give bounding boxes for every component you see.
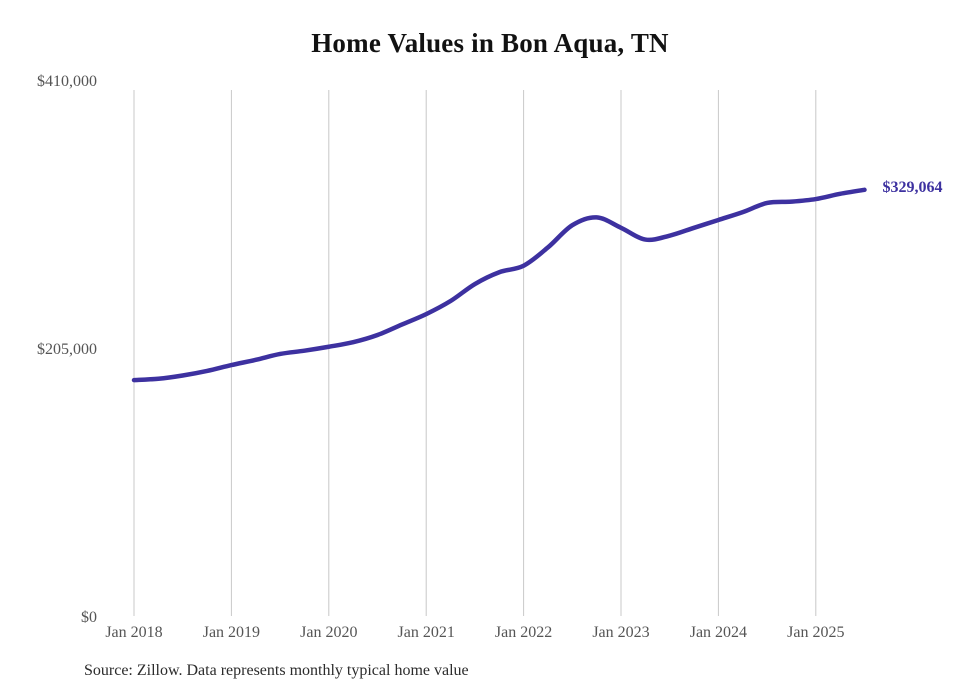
x-tick-label: Jan 2019 — [202, 624, 261, 641]
y-tick-label: $205,000 — [37, 341, 97, 358]
y-tick-label: $410,000 — [37, 73, 97, 90]
x-tick-label: Jan 2024 — [689, 624, 748, 641]
x-tick-label: Jan 2018 — [105, 624, 163, 641]
x-tick-label: Jan 2021 — [397, 624, 455, 641]
y-tick-label: $0 — [81, 609, 97, 626]
gridlines — [133, 90, 817, 616]
source-note: Source: Zillow. Data represents monthly … — [84, 662, 469, 679]
endpoint-value-label: $329,064 — [882, 178, 943, 196]
x-tick-label: Jan 2022 — [494, 624, 553, 641]
chart-title: Home Values in Bon Aqua, TN — [311, 28, 669, 58]
x-tick-label: Jan 2023 — [592, 624, 650, 641]
data-line-series-1 — [131, 187, 867, 383]
x-tick-label: Jan 2020 — [300, 624, 358, 641]
x-tick-label: Jan 2025 — [787, 624, 845, 641]
